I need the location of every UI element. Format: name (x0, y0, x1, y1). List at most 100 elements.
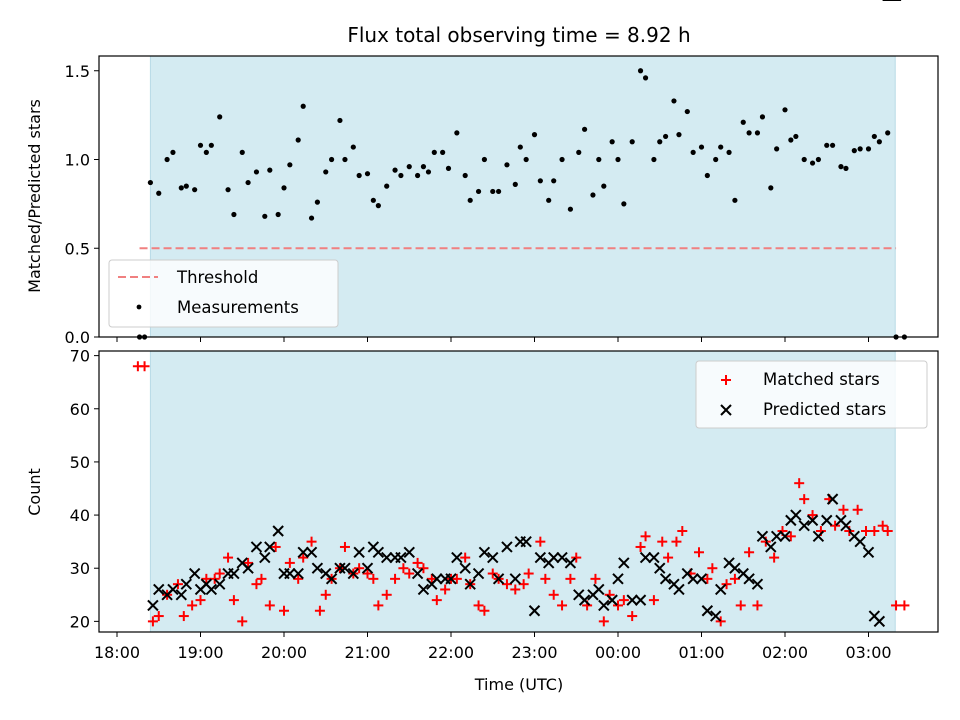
matched-star-marker (707, 563, 718, 574)
predicted-star-marker (445, 573, 457, 585)
matched-star-marker (852, 504, 863, 515)
x-axis-label: Time (UTC) (474, 675, 563, 694)
count-x-tick-label: 03:00 (845, 643, 891, 662)
predicted-star-b (751, 578, 764, 590)
matched-star-marker (677, 526, 688, 537)
count-x-tick-label: 19:00 (177, 643, 223, 662)
matched-star-marker (187, 600, 198, 611)
measurement-point (239, 149, 245, 155)
measurement-point (546, 197, 552, 203)
predicted-star-b (779, 530, 791, 543)
measurement-point (356, 172, 362, 179)
predicted-star-marker (862, 546, 875, 558)
predicted-star-marker (673, 583, 685, 596)
predicted-star-b (806, 514, 819, 527)
predicted-star-b (509, 573, 522, 585)
predicted-star-marker (213, 578, 226, 590)
count-x-tick-label: 20:00 (261, 643, 307, 662)
matched-star-marker (460, 552, 471, 563)
measurement-point (662, 133, 669, 140)
measurement-point (164, 156, 170, 163)
measurement-point (876, 139, 882, 145)
matched-star-marker (548, 589, 559, 600)
predicted-star-b (648, 551, 660, 564)
predicted-star-b (147, 599, 159, 612)
predicted-star-b (501, 541, 513, 553)
matched-star-marker (431, 595, 442, 606)
measurement-point (467, 197, 473, 203)
measurement-point (420, 164, 427, 170)
predicted-star-marker (451, 551, 463, 564)
predicted-star-marker (695, 573, 708, 585)
matched-star-marker (518, 579, 529, 590)
matched-star-marker (618, 595, 629, 606)
measurement-point (481, 156, 487, 163)
predicted-star-marker (618, 557, 630, 569)
measurement-point (398, 172, 404, 179)
measurement-point (746, 130, 752, 136)
count-x-tick-label: 01:00 (678, 643, 724, 662)
predicted-star-b (325, 573, 338, 585)
predicted-star-b (403, 546, 415, 558)
measurement-point (495, 188, 502, 195)
measurement-point (281, 185, 287, 191)
predicted-star-b (431, 573, 443, 585)
measurement-point (337, 117, 343, 124)
count-panel: 20 30 40 50 60 70 18:00 19:00 20:00 21:00 22:00 23… (25, 0, 939, 694)
measurement-point (582, 126, 588, 132)
predicted-star-marker (180, 578, 193, 590)
count-x-tick-label: 23:00 (511, 643, 557, 662)
measurement-point (590, 192, 596, 198)
matched-star-marker (195, 595, 206, 606)
predicted-star-b (737, 567, 749, 580)
predicted-star-marker (272, 525, 284, 537)
matched-star-marker (510, 584, 521, 595)
measurement-point (726, 149, 732, 155)
predicted-star-marker (709, 610, 722, 622)
predicted-star-b (573, 589, 585, 601)
predicted-star-b (790, 509, 802, 521)
matched-star-marker (440, 584, 451, 595)
predicted-star-b (612, 573, 624, 585)
count-x-tick-label: 22:00 (428, 643, 474, 662)
matched-star-marker (147, 616, 158, 627)
measurement-point (793, 133, 799, 140)
predicted-star-b (167, 583, 179, 596)
predicted-star-marker (264, 541, 276, 553)
predicted-star-b (259, 551, 271, 564)
measurement-point (782, 107, 788, 113)
predicted-star-marker (606, 594, 618, 606)
matched-star-marker (223, 552, 234, 563)
predicted-star-b (264, 541, 276, 553)
predicted-star-b (411, 567, 424, 580)
measurement-point (851, 148, 857, 154)
predicted-star-b (868, 610, 881, 622)
measurement-point (156, 190, 162, 196)
predicted-star-marker (492, 573, 505, 585)
legend-threshold-label: Threshold (176, 268, 258, 287)
matched-star-marker (201, 573, 212, 584)
predicted-star-marker (714, 583, 727, 596)
measurement-point (609, 139, 615, 145)
predicted-star-b (236, 557, 248, 569)
predicted-star-marker (417, 583, 430, 596)
predicted-star-b (618, 557, 630, 569)
measurement-point (178, 185, 184, 191)
measurement-point (267, 167, 273, 173)
ratio-y-tick-label: 0.0 (65, 328, 90, 347)
matched-star-marker (451, 573, 462, 584)
measurement-point (676, 132, 682, 138)
predicted-star-marker (292, 567, 304, 580)
measurement-point (475, 188, 482, 195)
predicted-star-b (714, 583, 727, 596)
predicted-star-b (180, 578, 193, 590)
measurement-point (295, 137, 301, 143)
predicted-star-b (478, 546, 491, 558)
predicted-star-marker (854, 535, 866, 548)
matched-star-marker (523, 568, 534, 579)
measurement-point (754, 130, 761, 136)
predicted-star-b (347, 567, 360, 580)
predicted-star-b (687, 573, 699, 585)
matched-star-marker (339, 541, 350, 552)
predicted-star-marker (403, 546, 415, 558)
